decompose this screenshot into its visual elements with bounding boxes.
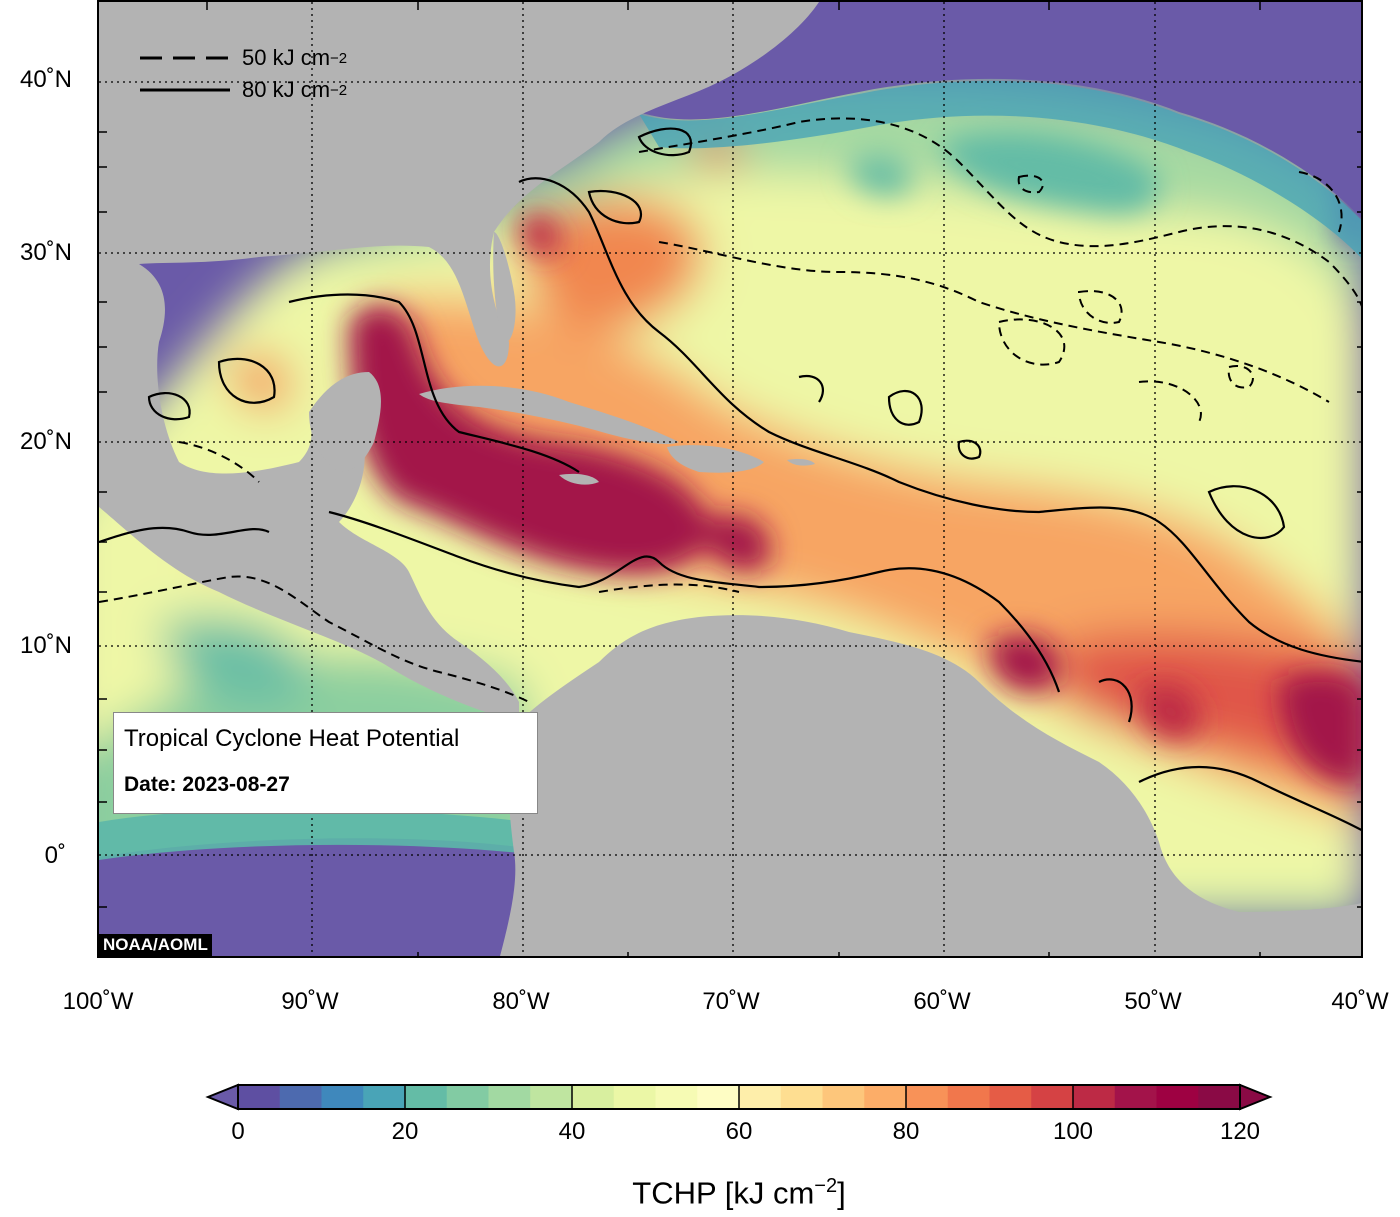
legend-sup-80: −2: [330, 81, 348, 99]
north-america: [99, 2, 819, 367]
info-box: Tropical Cyclone Heat Potential Date: 20…: [113, 712, 538, 814]
colorbar-cell: [1031, 1085, 1074, 1109]
colorbar-cell: [321, 1085, 364, 1109]
colorbar-cell: [572, 1085, 615, 1109]
colorbar-cell: [1198, 1085, 1241, 1109]
colorbar-cell: [822, 1085, 865, 1109]
lon-label-80w: 80˚W: [492, 988, 550, 1015]
colorbar-cell: [989, 1085, 1032, 1109]
colorbar-tick-120: 120: [1219, 1118, 1261, 1145]
frame-ticks: [99, 2, 1361, 956]
lon-label-40w: 40˚W: [1331, 988, 1389, 1015]
northern-cold-water: [619, 2, 1361, 218]
colorbar-cell: [279, 1085, 323, 1109]
colorbar-arrow-high: [1239, 1083, 1273, 1111]
yucatan: [309, 372, 381, 472]
hispaniola: [667, 445, 764, 473]
colorbar-cell: [780, 1085, 824, 1109]
colorbar-cell: [1073, 1085, 1116, 1109]
map-canvas: [99, 2, 1361, 956]
colorbar-tick-80: 80: [892, 1118, 920, 1145]
contour-50: [99, 117, 1361, 703]
dashed-line-icon: [140, 56, 230, 60]
legend-label-50: 50 kJ cm: [242, 45, 331, 70]
cuba: [419, 385, 679, 445]
florida: [493, 232, 516, 343]
colorbar-title-end: ]: [837, 1175, 846, 1211]
colorbar-cell: [1114, 1085, 1158, 1109]
legend-entry-50: 50 kJ cm −2: [140, 42, 347, 74]
colorbar-cell: [613, 1085, 657, 1109]
colorbar-tick-0: 0: [231, 1118, 245, 1145]
lon-label-60w: 60˚W: [913, 988, 971, 1015]
colorbar-tick-20: 20: [391, 1118, 419, 1145]
tchp-hotspots: [349, 131, 1361, 784]
lon-label-90w: 90˚W: [281, 988, 339, 1015]
colorbar-cell: [363, 1085, 406, 1109]
colorbar-cell: [906, 1085, 949, 1109]
colorbar-cell: [530, 1085, 573, 1109]
colorbar-cell: [739, 1085, 782, 1109]
contour-legend: 50 kJ cm −2 80 kJ cm −2: [140, 42, 347, 106]
lon-label-50w: 50˚W: [1124, 988, 1182, 1015]
lat-label-10n: 10˚N: [19, 632, 72, 659]
lat-label-30n: 30˚N: [19, 239, 72, 266]
southern-cool-band: [99, 808, 529, 860]
lon-label-70w: 70˚W: [702, 988, 760, 1015]
colorbar-outline: [237, 1084, 1241, 1110]
map-date: Date: 2023-08-27: [124, 773, 290, 796]
colorbar-arrow-low: [205, 1083, 239, 1111]
colorbar-cell: [697, 1085, 740, 1109]
legend-entry-80: 80 kJ cm −2: [140, 74, 347, 106]
puerto-rico: [787, 459, 815, 466]
colorbar-title-sup: −2: [814, 1175, 838, 1197]
colorbar-cell: [446, 1085, 490, 1109]
mexico-central-america: [99, 264, 519, 722]
colorbar-tick-40: 40: [558, 1118, 586, 1145]
contour-80: [99, 127, 1361, 832]
colorbar-cell: [1156, 1085, 1199, 1109]
lon-label-100w: 100˚W: [62, 988, 134, 1015]
legend-label-80: 80 kJ cm: [242, 77, 331, 102]
colorbar-tick-60: 60: [725, 1118, 753, 1145]
colorbar-cell: [947, 1085, 991, 1109]
credit-label: NOAA/AOML: [99, 934, 212, 956]
jamaica: [559, 473, 599, 485]
map-title: Tropical Cyclone Heat Potential: [124, 725, 460, 752]
south-america: [500, 615, 1361, 956]
colorbar-cell: [655, 1085, 698, 1109]
northern-cool-band: [639, 80, 1361, 258]
legend-sup-50: −2: [330, 49, 348, 67]
colorbar: [205, 1083, 1273, 1111]
colorbar-cell: [864, 1085, 907, 1109]
lat-label-20n: 20˚N: [19, 428, 72, 455]
southern-cold-water: [99, 838, 519, 956]
colorbar-title: TCHP [kJ cm−2]: [0, 1175, 1400, 1211]
tchp-map: [97, 0, 1363, 958]
colorbar-tick-100: 100: [1052, 1118, 1094, 1145]
colorbar-cell: [488, 1085, 531, 1109]
colorbar-cell: [238, 1085, 281, 1109]
colorbar-cell: [405, 1085, 448, 1109]
lat-label-0: 0˚: [44, 842, 66, 869]
land-masses: [99, 2, 1361, 956]
colorbar-cells: [237, 1085, 1241, 1109]
solid-line-icon: [140, 88, 230, 92]
lat-label-40n: 40˚N: [19, 66, 72, 93]
colorbar-title-text: TCHP [kJ cm: [632, 1175, 815, 1211]
